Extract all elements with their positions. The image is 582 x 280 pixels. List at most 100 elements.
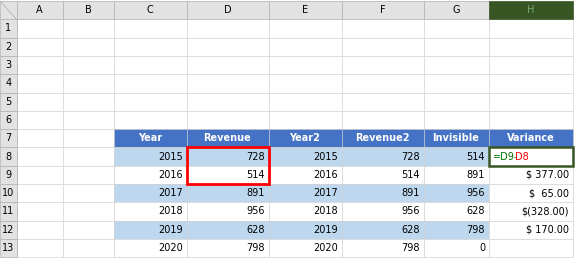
Text: 956: 956 [467, 188, 485, 198]
Bar [342, 184, 424, 202]
Bar [0, 221, 16, 239]
Text: =D9-: =D9- [492, 151, 518, 162]
Text: 956: 956 [402, 206, 420, 216]
Bar [342, 129, 424, 147]
Text: 11: 11 [2, 206, 15, 216]
Bar [268, 92, 342, 111]
Bar [186, 1, 268, 19]
Bar [268, 221, 342, 239]
Text: 891: 891 [402, 188, 420, 198]
Bar [186, 74, 268, 92]
Text: $ 170.00: $ 170.00 [526, 225, 569, 235]
Text: 891: 891 [467, 170, 485, 180]
Bar [268, 56, 342, 74]
Bar [113, 56, 186, 74]
Text: 12: 12 [2, 225, 15, 235]
Text: 628: 628 [402, 225, 420, 235]
Bar [268, 184, 342, 202]
Bar [342, 19, 424, 38]
Bar [62, 38, 113, 56]
Bar [186, 184, 268, 202]
Bar [268, 1, 342, 19]
Bar [488, 221, 573, 239]
Bar [342, 184, 424, 202]
Bar [488, 166, 573, 184]
Bar [268, 184, 342, 202]
Bar [186, 166, 268, 184]
Bar [62, 1, 113, 19]
Bar [488, 92, 573, 111]
Bar [62, 202, 113, 221]
Bar [342, 111, 424, 129]
Bar [113, 202, 186, 221]
Text: Variance: Variance [506, 133, 555, 143]
Bar [0, 74, 16, 92]
Text: 13: 13 [2, 243, 15, 253]
Text: 3: 3 [5, 60, 11, 70]
Bar [424, 221, 488, 239]
Text: 956: 956 [247, 206, 265, 216]
Text: $ 377.00: $ 377.00 [526, 170, 569, 180]
Text: C: C [147, 5, 154, 15]
Bar [424, 239, 488, 257]
Bar [342, 147, 424, 166]
Bar [16, 166, 62, 184]
Bar [186, 221, 268, 239]
Bar [424, 221, 488, 239]
Text: D8: D8 [515, 151, 529, 162]
Text: 2020: 2020 [313, 243, 338, 253]
Bar [0, 38, 16, 56]
Bar [186, 147, 268, 166]
Bar [113, 129, 186, 147]
Bar [16, 129, 62, 147]
Bar [0, 129, 16, 147]
Text: 514: 514 [402, 170, 420, 180]
Bar [113, 239, 186, 257]
Text: 2019: 2019 [158, 225, 183, 235]
Bar [186, 92, 268, 111]
Text: 2015: 2015 [313, 151, 338, 162]
Bar [186, 221, 268, 239]
Bar [268, 129, 342, 147]
Bar [488, 147, 573, 166]
Bar [16, 111, 62, 129]
Bar [0, 202, 16, 221]
Bar [424, 166, 488, 184]
Bar [424, 74, 488, 92]
Text: 4: 4 [5, 78, 11, 88]
Text: 798: 798 [467, 225, 485, 235]
Bar [0, 239, 16, 257]
Bar [268, 166, 342, 184]
Text: H: H [527, 5, 534, 15]
Bar [186, 239, 268, 257]
Bar [186, 19, 268, 38]
Bar [488, 202, 573, 221]
Text: 628: 628 [247, 225, 265, 235]
Bar [342, 1, 424, 19]
Bar [186, 129, 268, 147]
Text: 2018: 2018 [313, 206, 338, 216]
Bar [0, 111, 16, 129]
Bar [186, 111, 268, 129]
Bar [424, 92, 488, 111]
Text: A: A [36, 5, 43, 15]
Text: G: G [452, 5, 460, 15]
Bar [342, 56, 424, 74]
Bar [186, 147, 268, 184]
Bar [342, 221, 424, 239]
Bar [424, 147, 488, 166]
Bar [342, 147, 424, 166]
Bar [62, 147, 113, 166]
Bar [186, 202, 268, 221]
Bar [268, 129, 342, 147]
Text: 2018: 2018 [158, 206, 183, 216]
Bar [186, 202, 268, 221]
Bar [113, 147, 186, 166]
Text: 514: 514 [467, 151, 485, 162]
Bar [342, 74, 424, 92]
Bar [488, 74, 573, 92]
Bar [62, 129, 113, 147]
Bar [186, 129, 268, 147]
Bar [0, 56, 16, 74]
Bar [62, 221, 113, 239]
